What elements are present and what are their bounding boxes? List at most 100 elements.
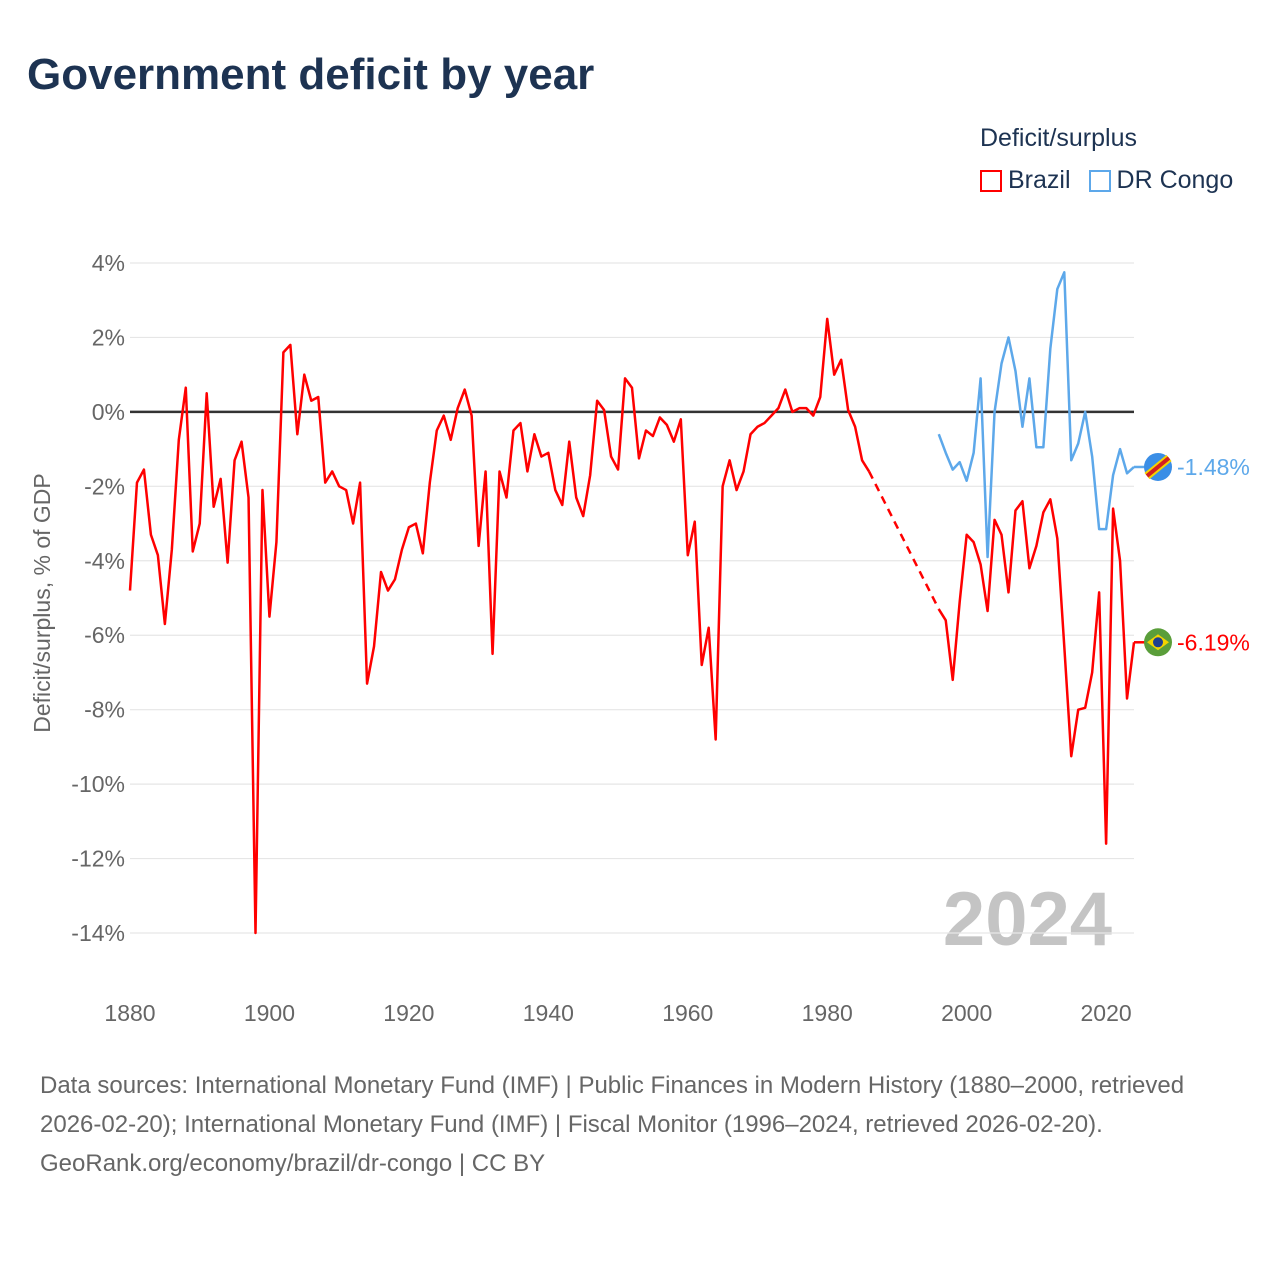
dr-congo-line	[937, 271, 1135, 559]
brazil-point	[190, 548, 196, 554]
brazil-point	[601, 407, 607, 413]
dr-congo-point	[1110, 472, 1116, 478]
brazil-point	[1026, 565, 1032, 571]
brazil-point	[1082, 705, 1088, 711]
brazil-point	[413, 521, 419, 527]
brazil-point	[748, 431, 754, 437]
brazil-point	[155, 552, 161, 558]
brazil-point	[246, 495, 252, 501]
dr-congo-point	[1019, 424, 1025, 430]
brazil-point	[775, 405, 781, 411]
brazil-point	[280, 349, 286, 355]
brazil-point	[211, 504, 217, 510]
brazil-point	[755, 424, 761, 430]
brazil-point	[643, 428, 649, 434]
brazil-point	[852, 424, 858, 430]
brazil-point	[685, 552, 691, 558]
brazil-line	[937, 498, 1136, 845]
brazil-point	[699, 662, 705, 668]
brazil-point	[301, 372, 307, 378]
dr-congo-point	[1082, 409, 1088, 415]
brazil-point	[371, 643, 377, 649]
brazil-point	[343, 487, 349, 493]
dr-congo-point	[971, 450, 977, 456]
brazil-point	[936, 606, 942, 612]
brazil-point	[329, 468, 335, 474]
dr-congo-point	[943, 450, 949, 456]
dr-congo-point	[1096, 526, 1102, 532]
brazil-point	[134, 480, 140, 486]
brazil-point	[810, 413, 816, 419]
brazil-point	[803, 405, 809, 411]
legend-item-brazil[interactable]: Brazil	[980, 166, 1071, 195]
dr-congo-point	[1006, 334, 1012, 340]
y-tick-label: -10%	[71, 771, 125, 797]
brazil-point	[1012, 508, 1018, 514]
dr-congo-point	[992, 409, 998, 415]
brazil-point	[259, 487, 265, 493]
brazil-point	[308, 398, 314, 404]
legend-label-dr-congo: DR Congo	[1116, 166, 1234, 194]
brazil-point	[580, 513, 586, 519]
brazil-point	[427, 480, 433, 486]
brazil-point	[169, 547, 175, 553]
brazil-point	[448, 437, 454, 443]
data-sources: Data sources: International Monetary Fun…	[40, 1072, 1185, 1138]
brazil-point	[378, 569, 384, 575]
brazil-point	[552, 487, 558, 493]
dr-congo-point	[1033, 444, 1039, 450]
brazil-point	[845, 407, 851, 413]
brazil-point	[761, 420, 767, 426]
brazil-point	[392, 576, 398, 582]
y-tick-label: 0%	[92, 399, 125, 425]
brazil-point	[253, 930, 259, 936]
footer: Data sources: International Monetary Fun…	[40, 1066, 1240, 1183]
brazil-point	[573, 495, 579, 501]
brazil-point	[734, 487, 740, 493]
brazil-point	[385, 588, 391, 594]
brazil-point	[315, 394, 321, 400]
brazil-point	[782, 387, 788, 393]
brazil-point	[622, 375, 628, 381]
x-tick-label: 1960	[662, 1000, 713, 1026]
brazil-point	[1047, 496, 1053, 502]
credit-link[interactable]: GeoRank.org/economy/brazil/dr-congo | CC…	[40, 1150, 546, 1177]
brazil-point	[615, 467, 621, 473]
brazil-point	[273, 539, 279, 545]
brazil-point	[162, 621, 168, 627]
brazil-point	[504, 495, 510, 501]
brazil-point	[587, 472, 593, 478]
brazil-point	[420, 550, 426, 556]
brazil-point	[469, 413, 475, 419]
brazil-point	[176, 437, 182, 443]
year-watermark: 2024	[943, 877, 1112, 962]
brazil-point	[706, 625, 712, 631]
dr-congo-point	[957, 459, 963, 465]
y-tick-label: -8%	[84, 697, 125, 723]
dr-congo-point	[1026, 375, 1032, 381]
brazil-point	[197, 521, 203, 527]
brazil-point	[497, 468, 503, 474]
brazil-point	[483, 468, 489, 474]
brazil-point	[441, 413, 447, 419]
brazil-point	[531, 431, 537, 437]
brazil-point	[838, 357, 844, 363]
brazil-point	[964, 532, 970, 538]
brazil-point	[218, 476, 224, 482]
brazil-point	[768, 413, 774, 419]
legend-item-dr-congo[interactable]: DR Congo	[1088, 166, 1234, 195]
brazil-point	[510, 428, 516, 434]
brazil-line	[128, 317, 871, 935]
brazil-point	[127, 588, 133, 594]
y-tick-label: 4%	[92, 250, 125, 276]
dr-congo-point	[999, 361, 1005, 367]
brazil-point	[664, 422, 670, 428]
brazil-point	[322, 480, 328, 486]
dr-congo-point	[985, 554, 991, 560]
brazil-gap-line	[867, 470, 940, 610]
brazil-point	[950, 677, 956, 683]
brazil-point	[1061, 643, 1067, 649]
brazil-point	[225, 560, 231, 566]
brazil-point	[1103, 841, 1109, 847]
